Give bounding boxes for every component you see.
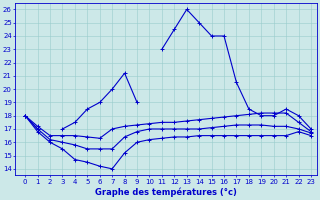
- X-axis label: Graphe des températures (°c): Graphe des températures (°c): [95, 188, 237, 197]
